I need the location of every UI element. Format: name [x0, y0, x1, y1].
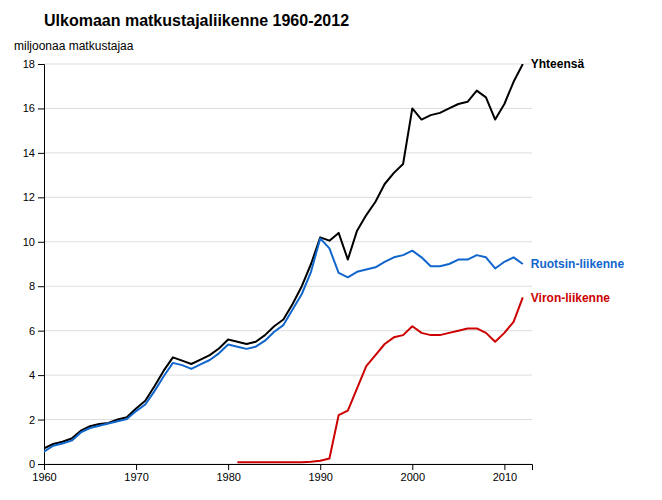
x-tick-label: 1960	[32, 471, 56, 483]
x-tick-label: 1990	[308, 471, 332, 483]
y-tick: 14	[23, 147, 44, 159]
x-tick-mark	[228, 464, 229, 470]
y-tick: 10	[23, 236, 44, 248]
grid-line	[44, 241, 532, 242]
x-tick-label: 2010	[493, 471, 517, 483]
x-tick-label: 2000	[401, 471, 425, 483]
y-tick-mark	[38, 64, 44, 65]
x-axis-line	[45, 465, 533, 471]
x-axis: 1960 1970 1980 1990 2000 2010	[32, 464, 532, 483]
y-tick-label: 12	[23, 191, 35, 203]
x-tick: 1990	[308, 464, 332, 483]
series-line	[44, 238, 523, 451]
grid-line	[44, 152, 532, 153]
grid-line	[44, 108, 532, 109]
y-tick-label: 14	[23, 147, 35, 159]
x-tick: 2010	[493, 464, 517, 483]
y-tick-mark	[38, 108, 44, 109]
x-tick-label: 1980	[216, 471, 240, 483]
y-tick: 0	[29, 458, 44, 470]
title: Ulkomaan matkustajaliikenne 1960-2012	[44, 12, 349, 29]
y-tick-mark	[38, 153, 44, 154]
y-tick-mark	[38, 286, 44, 287]
y-tick-label: 0	[29, 458, 35, 470]
y-tick: 6	[29, 325, 44, 337]
y-tick-label: 8	[29, 280, 35, 292]
x-tick: 1980	[216, 464, 240, 483]
grid-line	[44, 197, 532, 198]
y-tick-label: 4	[29, 369, 35, 381]
y-tick-label: 18	[23, 58, 35, 70]
grid-line	[44, 375, 532, 376]
y-tick: 16	[23, 102, 44, 114]
chart: 1960 1970 1980 1990 2000 2010 0 2 4 6 8 10 12 14 16 18 Y…	[0, 0, 662, 500]
y-tick-label: 10	[23, 236, 35, 248]
y-tick-mark	[38, 331, 44, 332]
y-tick: 8	[29, 280, 44, 292]
x-tick-label: 1970	[124, 471, 148, 483]
grid-line	[44, 64, 532, 65]
x-tick-mark	[412, 464, 413, 470]
grid	[44, 64, 532, 464]
y-tick-mark	[38, 375, 44, 376]
y-axis: 0 2 4 6 8 10 12 14 16 18	[23, 58, 45, 470]
grid-line	[44, 286, 532, 287]
x-tick-mark	[136, 464, 137, 470]
y-axis-line	[38, 65, 45, 465]
y-tick-label: 6	[29, 325, 35, 337]
x-tick: 2000	[401, 464, 425, 483]
series-line	[237, 297, 522, 462]
y-tick: 2	[29, 414, 44, 426]
series-label: Ruotsin-liikenne	[531, 257, 625, 271]
series-label: Viron-liikenne	[531, 291, 610, 305]
y-tick: 4	[29, 369, 44, 381]
x-tick-mark	[504, 464, 505, 470]
y-tick-mark	[38, 464, 44, 465]
series-line	[44, 64, 523, 448]
y-tick: 12	[23, 191, 44, 203]
x-tick: 1970	[124, 464, 148, 483]
y-axis-label: miljoonaa matkustajaa	[14, 39, 134, 53]
series-label: Yhteensä	[531, 57, 585, 71]
y-tick-label: 16	[23, 102, 35, 114]
x-tick-mark	[320, 464, 321, 470]
y-tick-mark	[38, 197, 44, 198]
y-tick-mark	[38, 242, 44, 243]
y-tick-label: 2	[29, 414, 35, 426]
series-labels: Yhteensä Ruotsin-liikenne Viron-liikenne	[531, 57, 625, 304]
y-tick: 18	[23, 58, 44, 70]
y-tick-mark	[38, 420, 44, 421]
x-tick: 1960	[32, 464, 56, 483]
plot-area	[44, 64, 523, 462]
